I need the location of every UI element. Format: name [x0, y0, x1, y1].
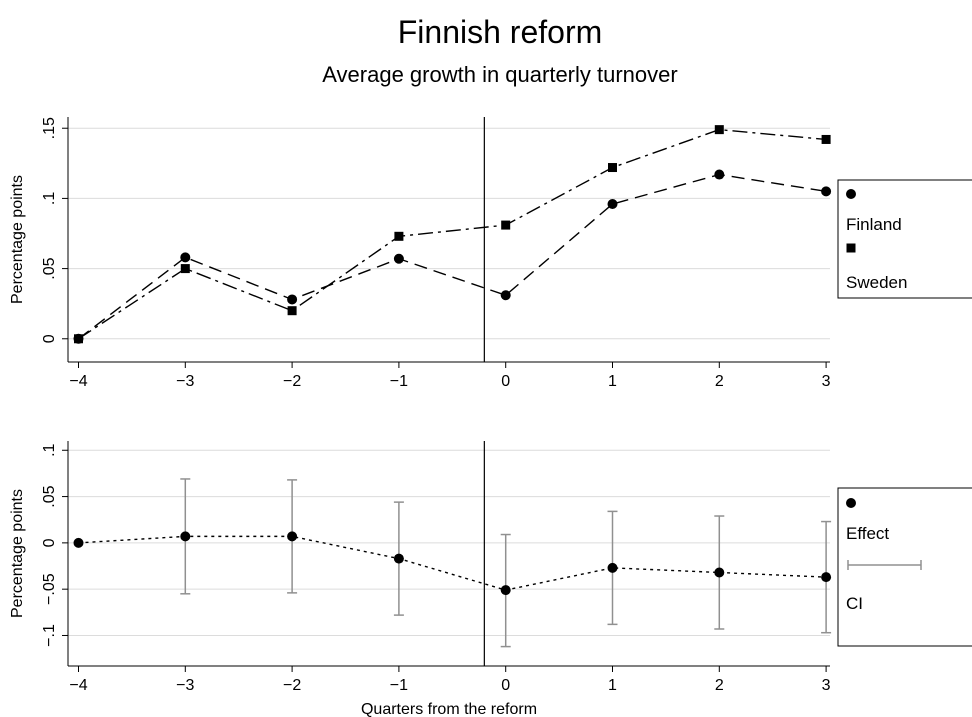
x-tick-label: −1: [390, 677, 408, 694]
legend-label-ci: CI: [846, 594, 863, 613]
y-axis-title: Percentage points: [9, 175, 26, 304]
data-point-circle: [714, 567, 725, 578]
series-line-effect: [78, 535, 827, 591]
data-point-circle: [180, 531, 191, 542]
x-tick-label: −1: [390, 373, 408, 390]
chart-subtitle: Average growth in quarterly turnover: [322, 62, 677, 87]
legend-top-box: [837, 179, 972, 299]
series-line-finland: [78, 173, 827, 340]
data-point-square: [74, 334, 83, 344]
x-tick-label: 3: [822, 677, 831, 694]
x-tick-label: −2: [283, 677, 301, 694]
x-tick-label: −4: [69, 373, 87, 390]
x-tick-label: 0: [501, 373, 510, 390]
legend-label-finland: Finland: [846, 215, 902, 234]
y-tick-label: −.1: [41, 624, 58, 647]
y-tick-label: 0: [41, 334, 58, 343]
y-tick-label: −.05: [41, 573, 58, 605]
data-point-circle: [393, 253, 404, 264]
y-axis-title: Percentage points: [9, 489, 26, 618]
data-point-square: [287, 306, 297, 316]
data-point-circle: [821, 186, 832, 197]
data-point-circle: [500, 585, 511, 596]
data-point-circle: [607, 562, 618, 573]
capped-range-icon: [847, 560, 922, 570]
x-tick-label: −2: [283, 373, 301, 390]
y-tick-label: .1: [41, 192, 58, 205]
chart-title: Finnish reform: [398, 14, 603, 50]
panel-bottom: −.1 −.05 0 .05 .1 −4 −3 −2 −1 0 1 2 3 Percentage poin…: [9, 441, 832, 694]
circle-marker-icon: [846, 498, 856, 508]
data-point-circle: [393, 553, 404, 564]
y-tick-label: .05: [41, 485, 58, 507]
data-point-circle: [500, 290, 511, 301]
data-point-circle: [821, 572, 832, 583]
circle-marker-icon: [846, 189, 856, 199]
data-point-square: [714, 125, 724, 135]
data-point-square: [608, 163, 617, 173]
x-tick-label: 2: [715, 677, 724, 694]
x-tick-label: −4: [69, 677, 87, 694]
legend-label-sweden: Sweden: [846, 273, 907, 292]
x-tick-label: 1: [608, 373, 617, 390]
x-tick-label: −3: [176, 677, 194, 694]
legend-bottom-box: [837, 487, 972, 647]
data-point-circle: [287, 531, 298, 542]
panel-top: 0 .05 .1 .15 −4 −3 −2 −1 0 1 2 3 Percentage points: [9, 117, 832, 390]
data-point-circle: [714, 169, 725, 180]
data-point-square: [821, 134, 831, 144]
y-tick-label: .05: [41, 257, 58, 279]
y-tick-label: .1: [41, 443, 58, 456]
legend-top: Finland Sweden: [837, 179, 972, 299]
legend-label-effect: Effect: [846, 524, 889, 543]
square-marker-icon: [846, 243, 856, 253]
data-point-square: [394, 231, 404, 241]
legend-bottom: Effect CI: [837, 487, 972, 647]
data-point-circle: [180, 252, 191, 263]
x-tick-label: −3: [176, 373, 194, 390]
x-tick-label: 2: [715, 373, 724, 390]
x-axis-title: Quarters from the reform: [361, 701, 537, 717]
x-tick-label: 0: [501, 677, 510, 694]
data-point-circle: [287, 294, 298, 305]
data-point-circle: [607, 199, 618, 210]
x-tick-label: 1: [608, 677, 617, 694]
y-tick-label: 0: [41, 538, 58, 547]
series-line-sweden: [78, 128, 827, 340]
x-tick-label: 3: [822, 373, 831, 390]
data-point-circle: [73, 537, 84, 548]
data-point-square: [180, 264, 190, 274]
y-tick-label: .15: [41, 117, 58, 139]
data-point-square: [501, 220, 511, 230]
